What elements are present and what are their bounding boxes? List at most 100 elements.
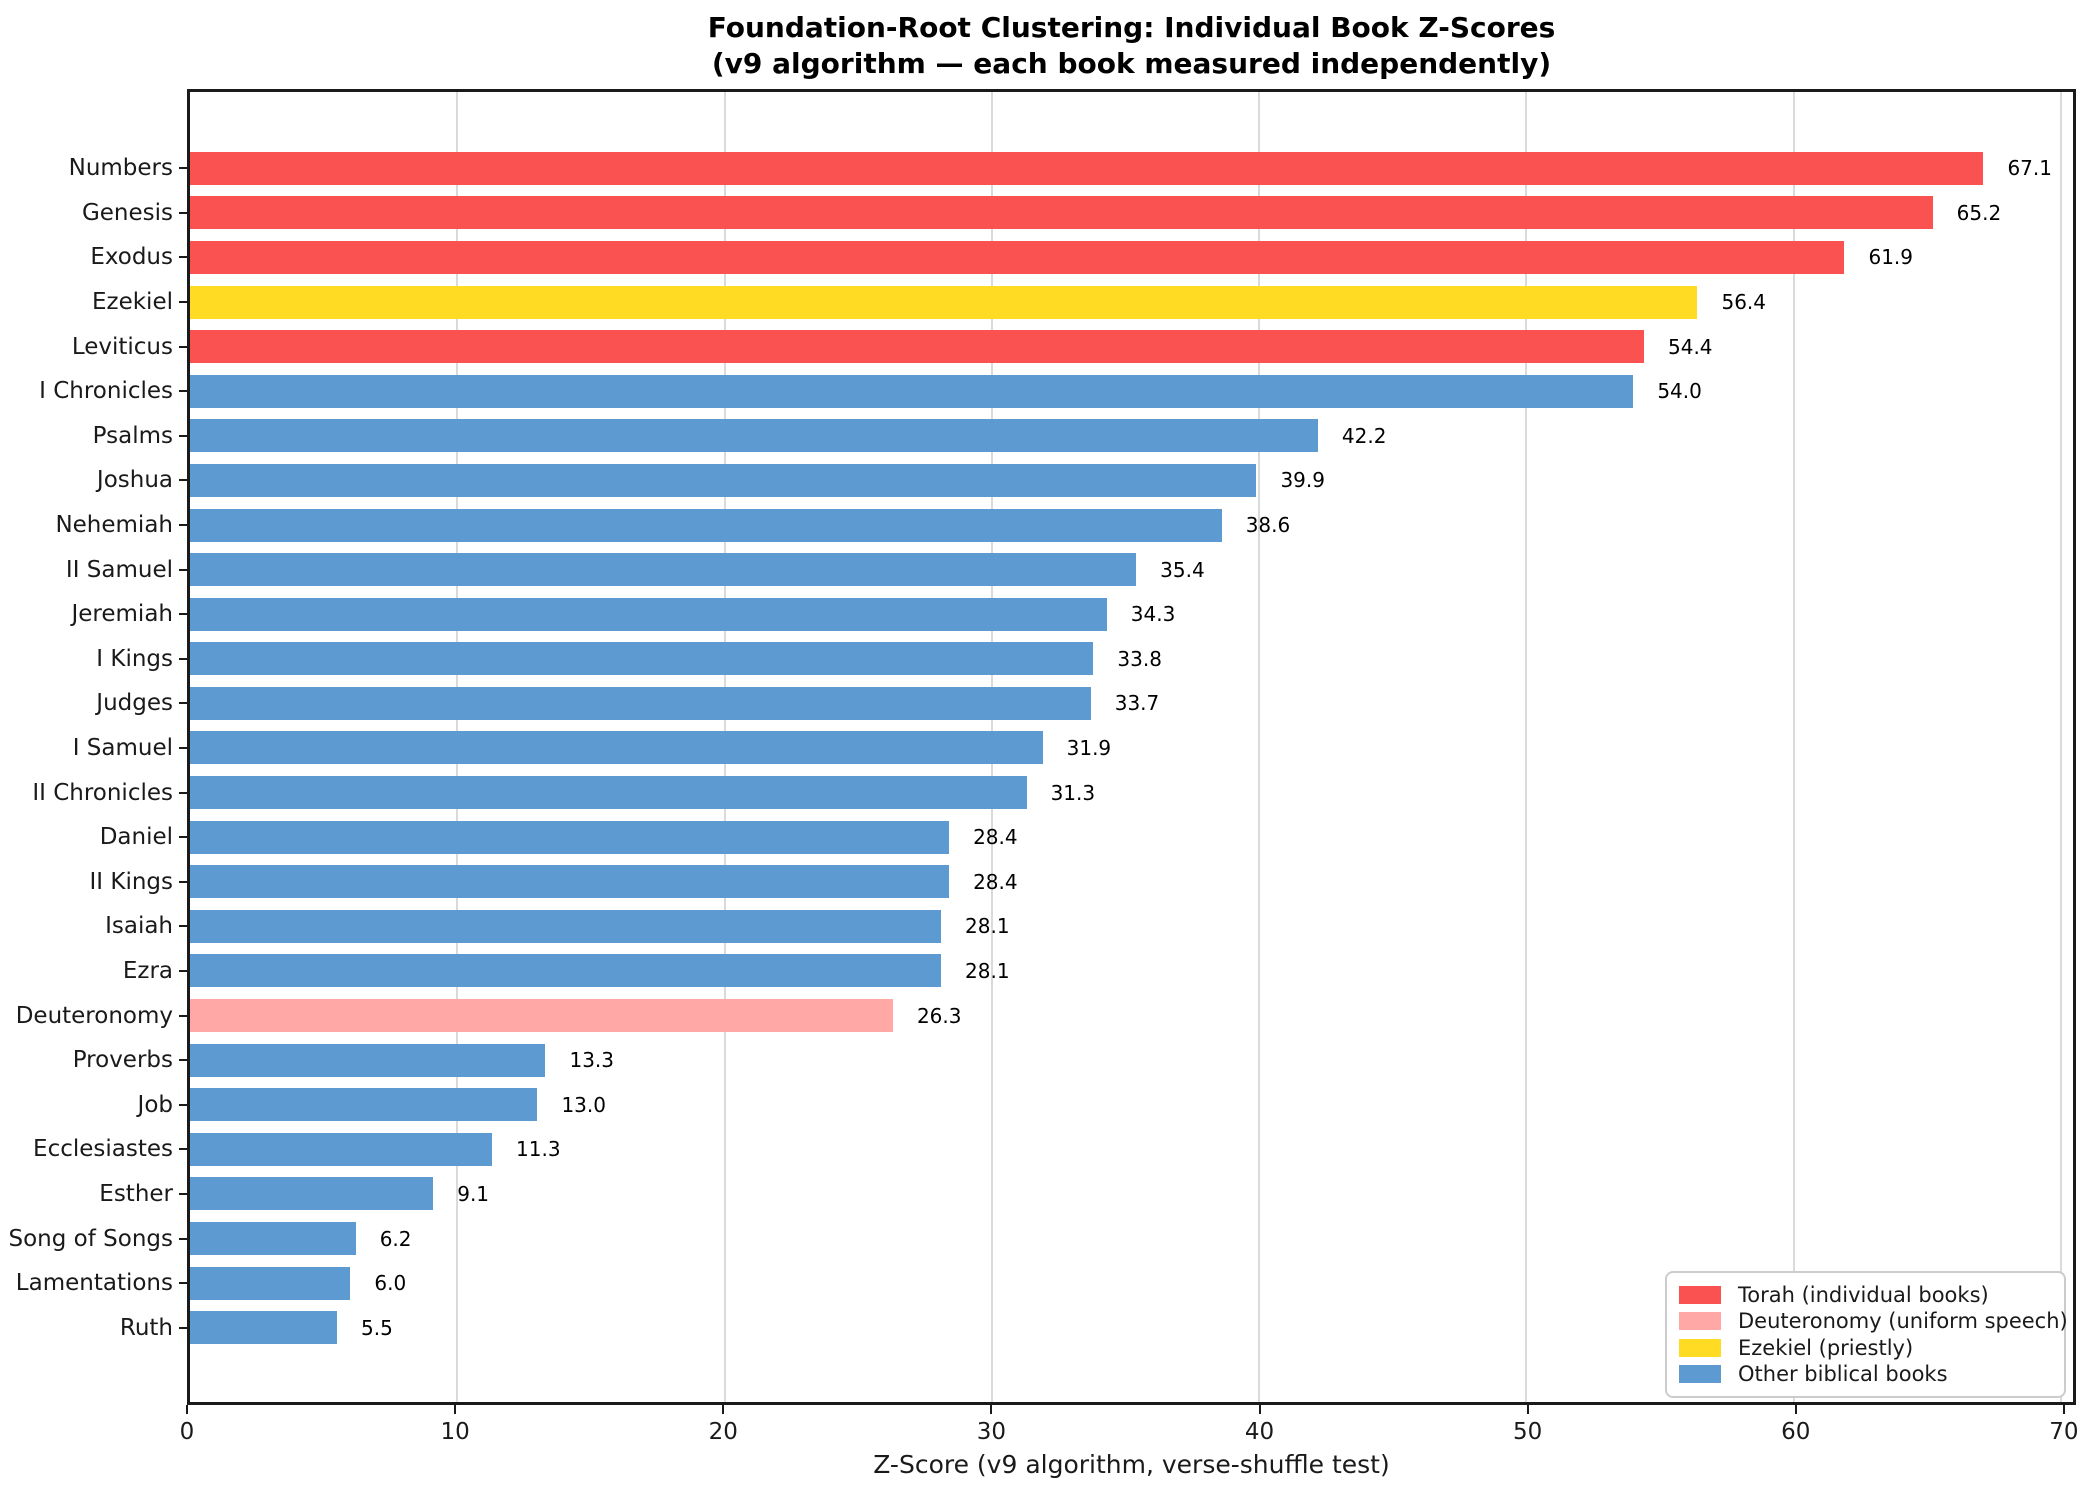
value-label: 38.6 xyxy=(1245,513,1291,538)
y-axis-label: Isaiah xyxy=(105,913,173,940)
y-axis-label: Ecclesiastes xyxy=(33,1136,173,1163)
bar-row-ruth: Ruth 5.5 xyxy=(120,1305,2073,1350)
bar-row-ezra: Ezra 28.1 xyxy=(123,949,2073,994)
bar-row-i-samuel: I Samuel 31.9 xyxy=(73,726,2073,771)
x-axis-title: Z-Score (v9 algorithm, verse-shuffle tes… xyxy=(873,1450,1390,1479)
bar-row-ecclesiastes: Ecclesiastes 11.3 xyxy=(33,1127,2073,1172)
zscore-bar xyxy=(190,642,1094,676)
plot-area: Numbers 67.1 Genesis 65.2 Exodus 61.9 Ezekiel 5… xyxy=(9,89,2076,1405)
y-axis-label: Esther xyxy=(99,1180,173,1207)
value-label: 28.4 xyxy=(973,825,1018,850)
x-axis-tick-label: 60 xyxy=(1781,1419,1811,1445)
bar-row-joshua: Joshua 39.9 xyxy=(97,458,2073,503)
value-label: 33.8 xyxy=(1117,646,1162,671)
value-label: 34.3 xyxy=(1130,602,1176,627)
chart-title: Foundation-Root Clustering: Individual B… xyxy=(187,10,2076,82)
y-axis-tick xyxy=(179,925,187,928)
x-axis-tick xyxy=(186,1405,188,1414)
value-label: 13.3 xyxy=(569,1048,615,1073)
y-axis-tick xyxy=(179,1148,187,1151)
y-axis-tick xyxy=(179,301,187,304)
value-label: 28.1 xyxy=(965,958,1010,983)
x-axis-tick xyxy=(1794,1405,1797,1414)
y-axis-tick xyxy=(179,390,187,393)
y-axis-tick xyxy=(179,702,187,705)
legend-label: Other biblical books xyxy=(1738,1361,1948,1386)
legend-label: Torah (individual books) xyxy=(1738,1283,1989,1308)
y-axis-label: Genesis xyxy=(81,199,173,226)
bar-row-job: Job 13.0 xyxy=(138,1082,2073,1127)
zscore-bar xyxy=(190,686,1091,720)
value-label: 6.0 xyxy=(374,1271,407,1296)
value-label: 5.5 xyxy=(361,1315,393,1340)
value-label: 31.9 xyxy=(1066,735,1112,760)
y-axis-tick xyxy=(179,345,187,348)
x-axis-tick xyxy=(722,1405,725,1414)
y-axis-label: Joshua xyxy=(96,467,173,494)
x-axis-tick-label: 0 xyxy=(179,1419,195,1445)
y-axis-label: Deuteronomy xyxy=(15,1002,173,1029)
x-axis-tick-label: 10 xyxy=(440,1419,470,1445)
y-axis-label: Ruth xyxy=(119,1314,173,1341)
x-axis-tick xyxy=(2062,1405,2065,1414)
y-axis-label: Judges xyxy=(96,690,173,717)
y-axis-label: Exodus xyxy=(90,244,173,271)
y-axis-tick xyxy=(179,746,187,749)
value-label: 31.3 xyxy=(1050,780,1096,805)
zscore-bar xyxy=(190,954,942,988)
x-axis-tick xyxy=(990,1405,993,1414)
y-axis-label: II Samuel xyxy=(65,556,173,583)
zscore-bar xyxy=(190,1266,351,1300)
y-axis-label: Leviticus xyxy=(71,333,173,360)
plot-inner: Numbers 67.1 Genesis 65.2 Exodus 61.9 Ezekiel 5… xyxy=(9,92,2073,1402)
bar-row-exodus: Exodus 61.9 xyxy=(90,235,2073,280)
value-label: 9.1 xyxy=(457,1181,490,1206)
zscore-bar xyxy=(190,240,1845,274)
y-axis-label: Song of Songs xyxy=(8,1225,173,1252)
y-axis-label: Proverbs xyxy=(72,1047,173,1074)
y-axis-tick xyxy=(179,211,187,214)
y-axis-tick xyxy=(179,880,187,883)
zscore-bar xyxy=(190,865,950,899)
legend-label: Deuteronomy (uniform speech) xyxy=(1738,1309,2068,1334)
legend-swatch xyxy=(1679,1286,1721,1305)
bar-row-numbers: Numbers 67.1 xyxy=(69,146,2073,191)
y-axis-tick xyxy=(179,836,187,839)
y-axis-label: II Kings xyxy=(89,868,173,895)
y-axis-label: Lamentations xyxy=(15,1270,173,1297)
y-axis-tick xyxy=(179,1282,187,1285)
value-label: 26.3 xyxy=(916,1003,962,1028)
x-axis-tick-label: 70 xyxy=(2049,1419,2079,1445)
value-label: 6.2 xyxy=(379,1226,412,1251)
bar-row-ezekiel: Ezekiel 56.4 xyxy=(92,280,2073,325)
y-axis-label: I Kings xyxy=(96,645,173,672)
value-label: 56.4 xyxy=(1721,290,1766,315)
zscore-bar xyxy=(190,196,1933,230)
zscore-bar xyxy=(190,909,942,943)
legend-row: Other biblical books xyxy=(1679,1362,2052,1386)
value-label: 28.1 xyxy=(965,914,1010,939)
bar-row-daniel: Daniel 28.4 xyxy=(100,815,2073,860)
zscore-bar xyxy=(190,1222,356,1255)
bar-row-psalms: Psalms 42.2 xyxy=(93,414,2073,459)
zscore-bar xyxy=(190,999,893,1033)
x-axis-tick-label: 40 xyxy=(1244,1419,1275,1445)
bar-row-esther: Esther 9.1 xyxy=(99,1172,2073,1217)
y-axis-tick xyxy=(179,568,187,571)
zscore-bar xyxy=(190,330,1644,364)
x-axis-tick xyxy=(454,1405,457,1414)
x-axis-tick-label: 30 xyxy=(976,1419,1007,1445)
legend-swatch xyxy=(1679,1312,1721,1331)
zscore-bar xyxy=(190,463,1257,497)
y-axis-tick xyxy=(179,1326,187,1329)
y-axis-label: Psalms xyxy=(92,422,173,449)
bar-row-jeremiah: Jeremiah 34.3 xyxy=(71,592,2073,637)
zscore-bar xyxy=(190,776,1027,810)
zscore-bar xyxy=(190,1043,546,1077)
y-axis-tick xyxy=(179,1059,187,1062)
bar-row-nehemiah: Nehemiah 38.6 xyxy=(55,503,2073,548)
zscore-bar xyxy=(190,597,1107,631)
value-label: 42.2 xyxy=(1341,423,1387,448)
y-axis-tick xyxy=(179,969,187,972)
x-axis-tick xyxy=(1526,1405,1529,1414)
